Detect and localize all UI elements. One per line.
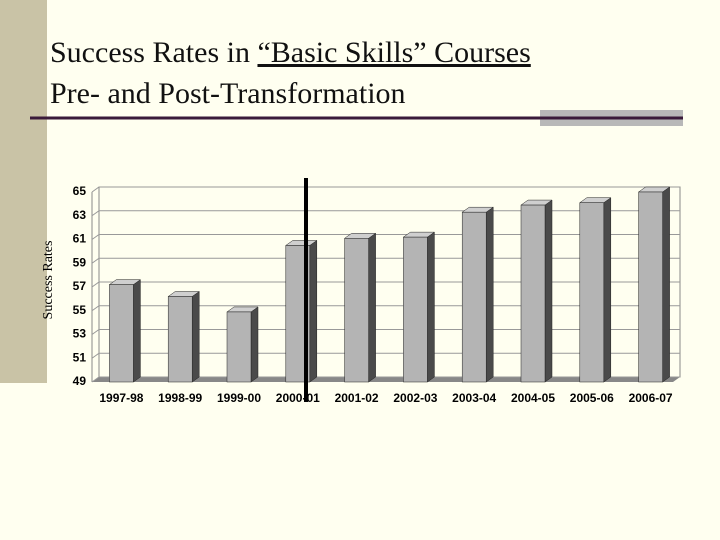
y-tick-label: 55 <box>73 303 87 317</box>
plot: 49 51 53 55 57 59 61 63 65 1997-98 1998-99 1999-00 2… <box>73 178 681 405</box>
x-tick-label: 2001-02 <box>335 391 379 405</box>
y-tick-label: 59 <box>73 255 87 269</box>
grid-line <box>91 186 680 193</box>
bar-side <box>309 239 318 383</box>
x-tick-label: 2004-05 <box>511 391 555 405</box>
x-tick-label: 2002-03 <box>393 391 437 405</box>
y-tick-label: 57 <box>73 279 87 293</box>
y-tick-label: 61 <box>73 232 87 246</box>
bar <box>167 296 193 383</box>
bar-side <box>368 232 376 383</box>
bar-side <box>427 231 435 383</box>
bar-side <box>191 291 200 383</box>
bar-side <box>250 306 259 383</box>
x-tick-label: 2003-04 <box>452 391 496 405</box>
x-tick-label: 1997-98 <box>99 391 143 405</box>
bar-side <box>133 279 141 383</box>
chart-title: Success Rates in “Basic Skills” Courses <box>50 36 531 69</box>
y-tick-label: 65 <box>73 184 87 198</box>
x-tick-label: 2006-07 <box>629 391 673 405</box>
bar-side <box>662 186 670 383</box>
side-bar <box>0 0 47 383</box>
bar-side <box>603 197 612 383</box>
title-part: Success Rates in <box>50 36 257 69</box>
bar <box>579 202 605 383</box>
bar <box>461 211 487 383</box>
x-tick-label: 2000-01 <box>276 391 320 405</box>
chart-subtitle: Pre- and Post-Transformation <box>50 77 406 110</box>
y-tick-label: 63 <box>73 208 87 222</box>
x-tick-label: 1998-99 <box>158 391 202 405</box>
y-tick-label: 53 <box>73 327 87 341</box>
bar <box>226 311 252 383</box>
x-tick-label: 2005-06 <box>570 391 614 405</box>
bar <box>520 204 546 383</box>
bar <box>344 238 369 383</box>
x-tick-label: 1999-00 <box>217 391 261 405</box>
bar <box>638 191 663 383</box>
y-tick-label: 51 <box>73 350 87 364</box>
bar <box>403 236 428 383</box>
bar-side <box>544 199 553 383</box>
y-tick-label: 49 <box>73 374 87 388</box>
title-part: “Basic Skills” Courses <box>257 36 530 69</box>
bar <box>109 284 134 383</box>
bar-side <box>485 206 494 383</box>
y-axis-label: Success Rates <box>41 241 56 320</box>
